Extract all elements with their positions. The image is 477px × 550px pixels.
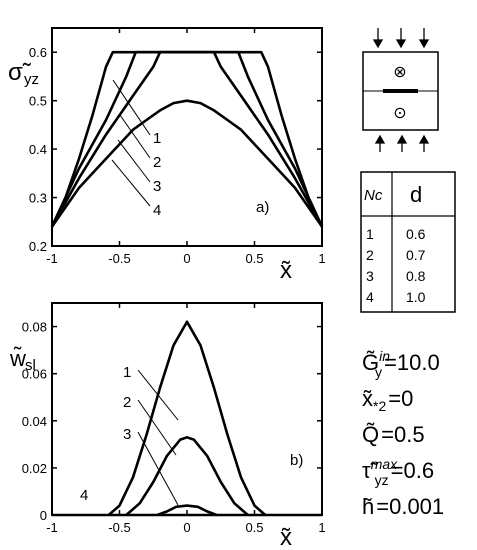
panel-b-ticks: -1 -0.5 0 0.5 1 0 0.02 0.04 0.06 0.08 [22,303,326,535]
parameter-symbol: h̃ [362,494,374,519]
panel-b-ylabel-sub: sl [25,357,36,374]
panel-a-curves [50,50,324,228]
panel-a-xtick-label: 0 [183,251,190,266]
panel-a-curve-label-2: 2 [153,154,161,171]
panel-b-xlabel: x̃ [280,524,292,550]
parameter-symbol: Q̃ [362,422,379,447]
panel-b-xtick-label: 0 [183,520,190,535]
panel-b-ylabel-main: w̃ [9,346,26,371]
panel-b-ytick-label: 0.02 [22,461,47,476]
panel-a-ytick-label: 0.3 [29,191,47,206]
legend-row-d-value: 1.0 [406,289,426,305]
parameter-item: Q̃=0.5 [362,422,425,447]
parameter-list: G̃in y=10.0 x̃*2=0 Q̃=0.5 τ̃max yz=0.6 h̃=0.00… [362,348,444,519]
panel-b-curve-label-4: 4 [80,487,88,504]
panel-a-ytick-label: 0.2 [29,239,47,254]
panel-b-curve-label-3: 3 [123,426,131,443]
panel-a-xtick-label: -0.5 [108,251,130,266]
panel-a-ytick-label: 0.4 [29,142,47,157]
parameter-value: =0.5 [381,422,424,447]
panel-a-curve-label-3: 3 [153,178,161,195]
panel-b-series-3 [156,504,218,517]
load-schematic: ⊗ ⊙ [362,28,439,152]
panel-b-frame [51,302,323,516]
legend-row-number: 2 [366,247,374,263]
parameter-symbol: x̃ [362,386,373,411]
panel-b-chart: -1 -0.5 0 0.5 1 0 0.02 0.04 0.06 0.08 b) x̃ w̃ sl… [9,302,326,550]
panel-b-ytick-label: 0 [40,508,47,523]
panel-a-curve-leaders [111,79,151,207]
legend-header-d: d [410,182,422,207]
panel-b-xtick-label: 0.5 [245,520,263,535]
panel-b-ytick-label: 0.04 [22,414,47,429]
panel-a-xtick-label: -1 [46,251,58,266]
panel-a-curve-label-4: 4 [153,202,161,219]
panel-b-xtick-label: 1 [318,520,325,535]
legend-row-d-value: 0.7 [406,247,426,263]
parameter-value: =0.001 [376,494,444,519]
legend-table-frame [360,171,456,313]
parameter-item: τ̃max yz=0.6 [362,456,434,488]
top-arrows [372,28,430,49]
panel-b-curve-label-1: 1 [123,364,131,381]
panel-a-series-3 [50,50,324,228]
panel-a-ylabel-sub: yz [24,71,39,88]
parameter-item: G̃in y=10.0 [362,348,440,380]
parameter-subscript: y [375,364,382,380]
parameter-text: Q̃=0.5 [362,422,425,447]
panel-a-ytick-label: 0.5 [29,94,47,109]
panel-a-label: a) [256,199,269,216]
panel-b-label: b) [290,452,303,469]
legend-table: Nc d 1 0.6 2 0.7 3 0.8 4 1.0 [360,171,456,313]
legend-header-nc: Nc [364,187,383,204]
panel-b-ylabel: w̃ sl [9,346,36,374]
panel-b-curve-label-2: 2 [123,394,131,411]
panel-a-xtick-label: 0.5 [245,251,263,266]
panel-a-xlabel: x̃ [280,257,292,284]
panel-b-xtick-label: -1 [46,520,58,535]
parameter-superscript: in [379,348,390,364]
panel-a-ticks: -1 -0.5 0 0.5 1 0.2 0.3 0.4 0.5 0.6 [29,28,326,266]
panel-b-curves [52,320,322,517]
parameter-subscript: yz [375,472,389,488]
panel-a-ytick-label: 0.6 [29,45,47,60]
parameter-subscript: *2 [373,398,386,414]
parameter-text: τ̃max yz=0.6 [362,456,434,488]
panel-a-xtick-label: 1 [318,251,325,266]
parameter-value: =0 [388,386,413,411]
panel-b-xtick-label: -0.5 [108,520,130,535]
panel-a-ylabel: σ̃ yz [8,59,39,88]
parameter-item: x̃*2=0 [362,386,413,414]
panel-a-series-2 [50,50,324,228]
panel-b-ytick-label: 0.06 [22,367,47,382]
panel-a-series-1 [50,50,324,228]
panel-a-series-4 [50,99,324,228]
panel-a-curve-label-1: 1 [153,130,161,147]
parameter-text: G̃in y=10.0 [362,348,440,380]
panel-b-ytick-label: 0.08 [22,320,47,335]
bottom-arrows [374,134,430,152]
panel-a-chart: -1 -0.5 0 0.5 1 0.2 0.3 0.4 0.5 0.6 a) x̃ σ̃ yz 1… [8,27,326,284]
parameter-item: h̃=0.001 [362,494,444,519]
parameter-text: x̃*2=0 [362,386,413,414]
panel-b-curve-leaders [137,369,179,506]
legend-row-number: 1 [366,226,374,242]
legend-row-d-value: 0.6 [406,226,426,242]
legend-rows: 1 0.6 2 0.7 3 0.8 4 1.0 [366,226,426,305]
legend-row-d-value: 0.8 [406,268,426,284]
parameter-value: =0.6 [391,458,434,483]
parameter-text: h̃=0.001 [362,494,444,519]
legend-row-number: 4 [366,289,374,305]
panel-a-frame [51,27,323,247]
parameter-symbol: G̃ [362,350,379,375]
dot-icon: ⊙ [393,103,406,122]
parameter-superscript: max [371,456,398,472]
cross-icon: ⊗ [393,62,406,81]
legend-row-number: 3 [366,268,374,284]
panel-b-series-1 [107,320,267,516]
panel-b-series-2 [125,436,249,516]
parameter-value: =10.0 [384,350,440,375]
